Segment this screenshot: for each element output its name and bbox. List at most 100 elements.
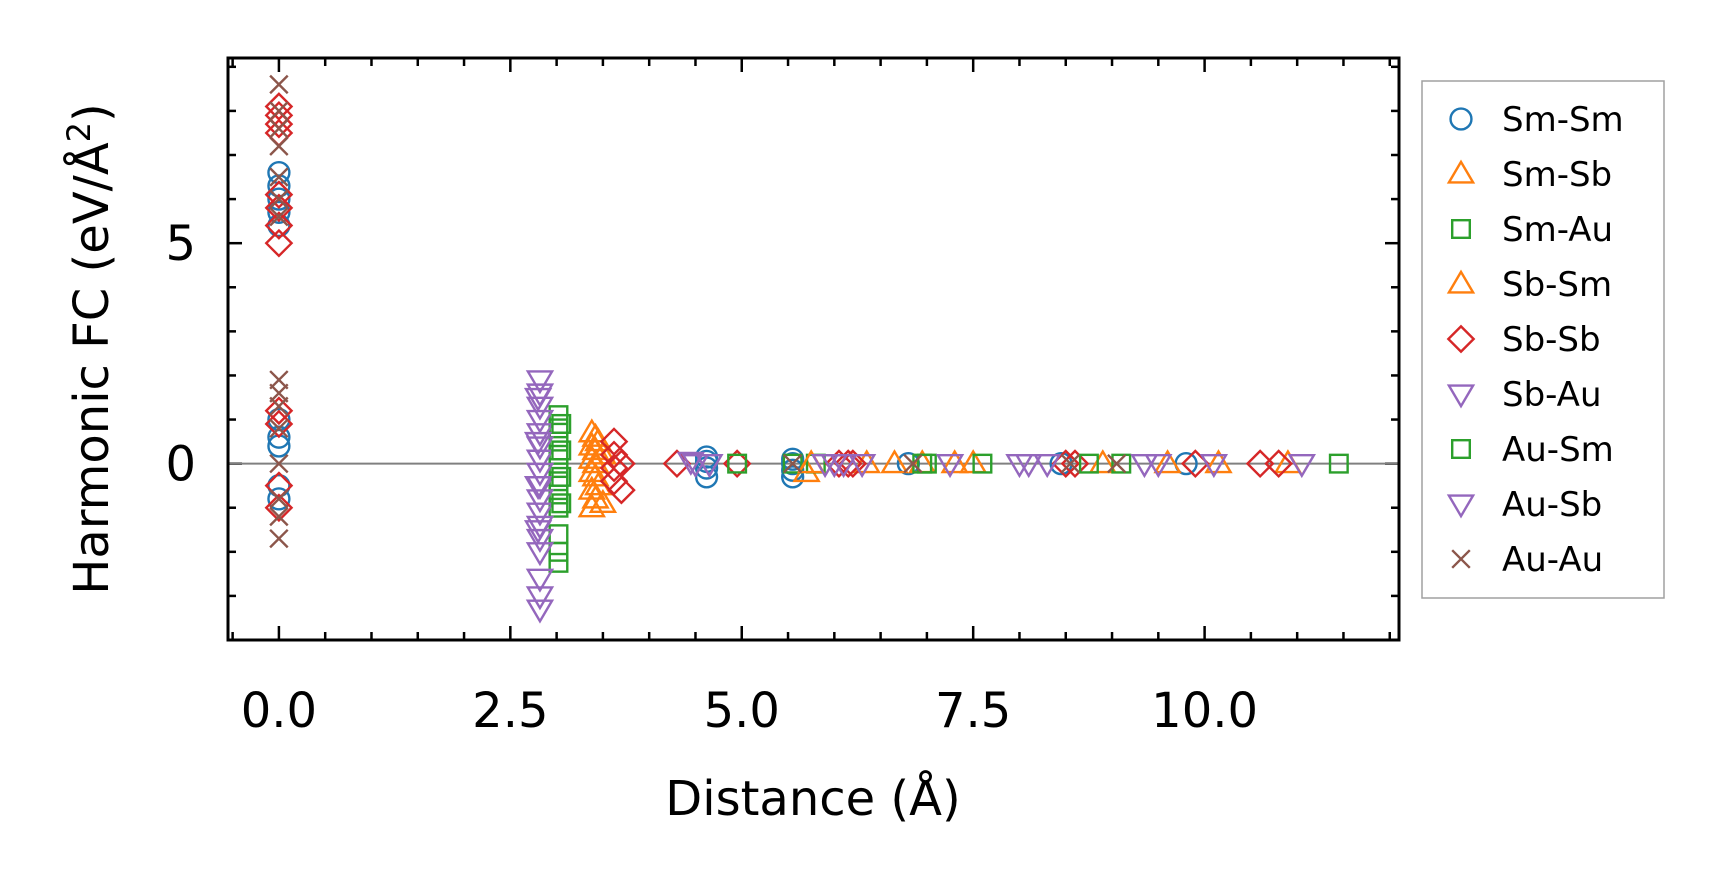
data-point: [269, 418, 289, 439]
data-point: [525, 502, 555, 527]
data-point: [264, 118, 294, 148]
data-point: [940, 449, 969, 474]
data-point: [599, 453, 629, 483]
legend-label: Au-Au: [1502, 540, 1603, 580]
data-point: [269, 189, 289, 209]
tick-label-layer: 0.0 2.5 5.0 7.5 10.0 0 5: [165, 216, 1258, 739]
data-point: [551, 413, 572, 434]
data-point: [551, 466, 572, 487]
data-point: [548, 541, 569, 562]
data-point: [829, 453, 858, 479]
series-au-sm: [551, 413, 1099, 514]
data-point: [781, 458, 805, 482]
y-axis-label-group: Harmonic FC (eV/Å2): [60, 103, 120, 595]
data-point: [269, 118, 289, 139]
series-au-sb: [523, 387, 1173, 545]
data-point: [880, 449, 909, 474]
legend: Sm-Sm Sm-Sb Sm-Au Sb-Sm Sb-Sb Sb-Au Au-Sm Au-Sb…: [1421, 80, 1665, 599]
legend-label: Sm-Au: [1502, 210, 1613, 250]
legend-item: Au-Sm: [1450, 430, 1614, 470]
data-point: [1264, 449, 1294, 478]
data-point: [269, 74, 289, 95]
data-point: [676, 451, 706, 476]
data-point: [523, 476, 553, 501]
data-point: [577, 475, 606, 500]
data-point: [264, 228, 294, 258]
data-point: [548, 524, 569, 545]
data-point: [525, 409, 555, 435]
data-point: [1078, 453, 1099, 474]
data-point: [525, 568, 555, 593]
legend-item: Au-Au: [1451, 540, 1603, 580]
data-point: [264, 396, 294, 426]
data-point: [269, 396, 289, 416]
points-layer: [264, 74, 1349, 624]
data-point: [782, 453, 803, 474]
data-point: [581, 435, 610, 461]
data-point: [833, 449, 863, 478]
data-point: [264, 211, 294, 240]
data-point: [525, 462, 555, 487]
legend-label: Sb-Sm: [1502, 265, 1612, 305]
legend-label: Sb-Sb: [1502, 320, 1601, 360]
legend-items: Sm-Sm Sm-Sb Sm-Au Sb-Sm Sb-Sb Sb-Au Au-Sm Au-Sb…: [1446, 100, 1624, 580]
data-point: [903, 453, 923, 474]
data-point: [551, 440, 572, 461]
data-point: [1014, 453, 1043, 479]
series-sb-sb: [264, 92, 1294, 523]
data-point: [264, 92, 294, 121]
data-point: [1199, 453, 1229, 479]
data-point: [525, 599, 555, 624]
legend-marker: [1446, 159, 1476, 184]
data-point: [1153, 449, 1182, 474]
y-tick-label: 0: [165, 437, 196, 493]
data-point: [269, 489, 289, 509]
legend-item: Sb-Sb: [1446, 320, 1601, 360]
series-sb-sm: [581, 422, 1303, 509]
data-point: [577, 493, 606, 518]
data-point: [551, 493, 572, 514]
data-point: [824, 449, 854, 478]
data-point: [1328, 453, 1349, 474]
data-point: [269, 101, 289, 121]
legend-label: Sm-Sm: [1502, 100, 1624, 140]
data-point: [264, 493, 294, 523]
data-point: [935, 453, 965, 479]
series-sb-au: [525, 370, 1317, 624]
data-point: [1107, 453, 1127, 474]
data-point: [781, 465, 805, 489]
data-point: [264, 193, 294, 223]
x-tick-label: 0.0: [241, 683, 317, 739]
data-point: [607, 475, 636, 505]
legend-marker: [1450, 439, 1471, 460]
data-point: [1204, 449, 1233, 474]
legend-marker: [1446, 324, 1476, 354]
x-tick-label: 2.5: [472, 683, 548, 739]
data-point: [548, 552, 569, 573]
data-point: [267, 187, 291, 211]
data-point: [523, 431, 553, 457]
data-point: [695, 453, 724, 479]
series-sm-au: [548, 405, 1349, 573]
plot-frame: [226, 56, 1401, 642]
legend-marker: [1451, 549, 1471, 569]
data-point: [581, 449, 610, 474]
tick-layer: [228, 58, 1399, 642]
data-point: [525, 528, 555, 554]
data-point: [1033, 453, 1062, 479]
y-axis-label-superscript: 2: [60, 122, 98, 142]
x-tick-label: 7.5: [935, 683, 1011, 739]
data-point: [267, 200, 291, 224]
y-axis-label: Harmonic FC (eV/Å2): [60, 103, 120, 595]
data-point: [1130, 453, 1159, 479]
legend-marker: [1446, 269, 1476, 294]
legend-item: Au-Sb: [1446, 485, 1602, 525]
data-point: [581, 422, 610, 447]
data-point: [681, 453, 710, 479]
data-point: [1060, 453, 1081, 474]
data-point: [269, 528, 289, 549]
legend-item: Sb-Sm: [1446, 265, 1612, 305]
y-axis-label-close: ): [64, 103, 120, 122]
legend-item: Sb-Au: [1446, 375, 1602, 415]
